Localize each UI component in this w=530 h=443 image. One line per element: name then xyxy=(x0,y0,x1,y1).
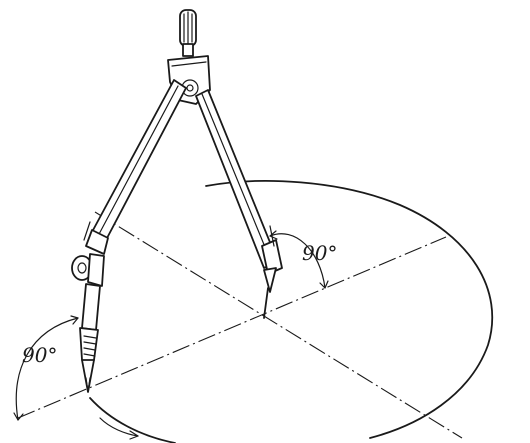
needle-point xyxy=(263,287,269,319)
compass-leg-left xyxy=(83,79,187,255)
angle-label-right: 90° xyxy=(302,241,337,265)
adjustment-screw xyxy=(71,253,105,287)
compass-leg-right xyxy=(195,89,283,293)
angle-arc-left: 90° xyxy=(13,315,79,421)
angle-arc-right: 90° xyxy=(269,230,337,289)
center-lines xyxy=(17,211,463,439)
compass-handle xyxy=(179,9,197,57)
circle-path xyxy=(89,180,493,443)
pencil-lead xyxy=(79,283,101,393)
angle-label-left: 90° xyxy=(22,343,57,367)
direction-arrow xyxy=(99,417,139,440)
